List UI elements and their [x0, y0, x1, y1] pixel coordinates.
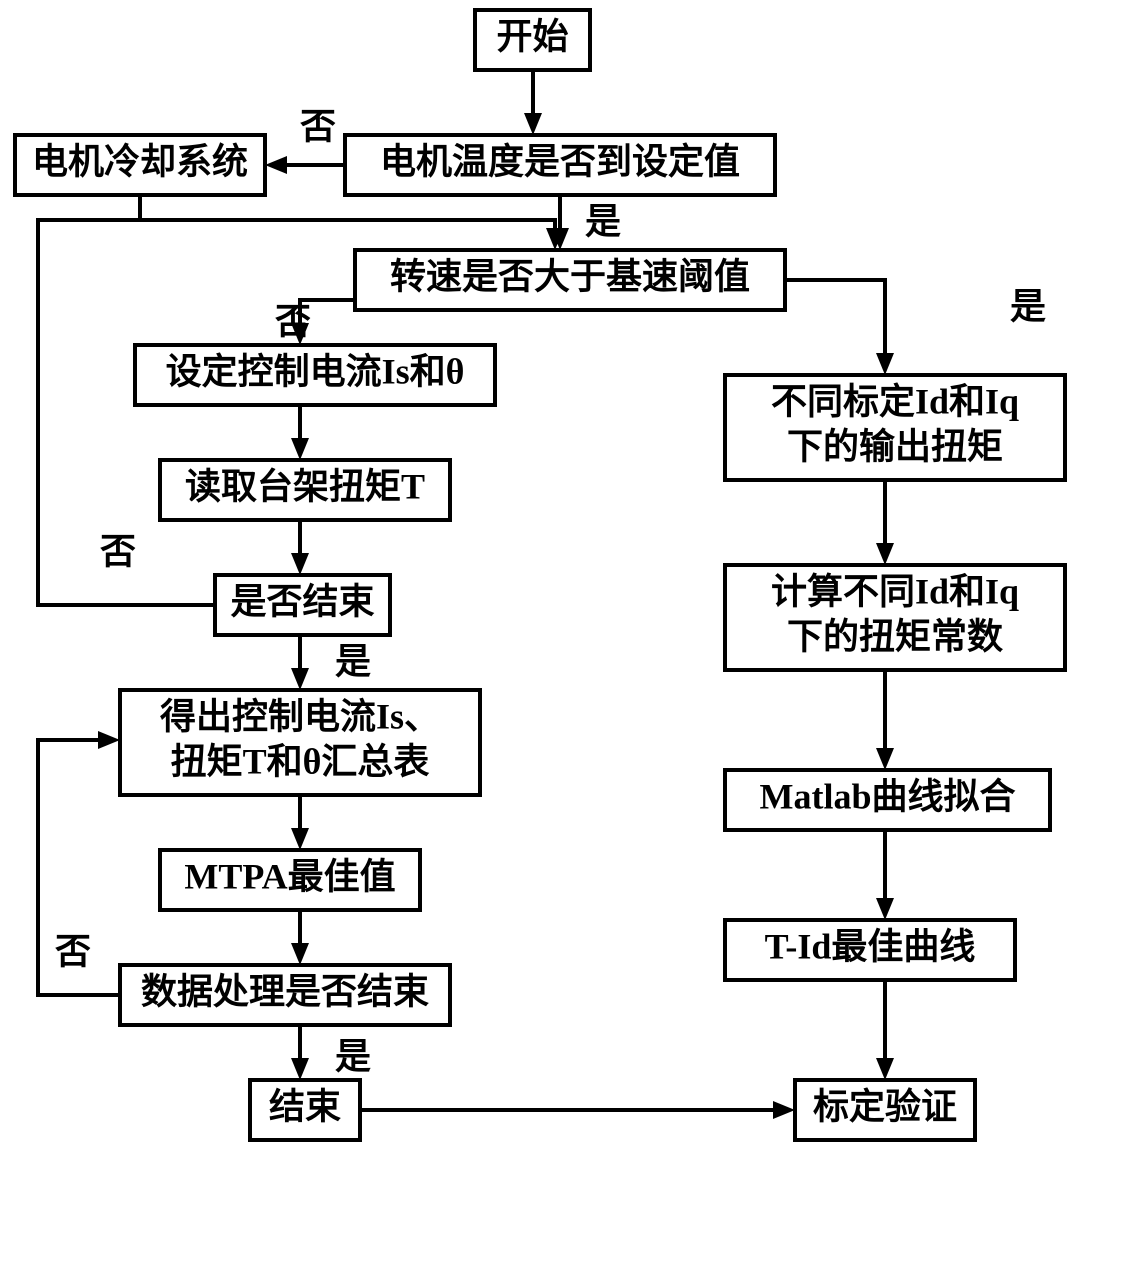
arrowhead	[876, 898, 894, 920]
node-start: 开始	[475, 10, 590, 70]
edge-label: 是	[335, 641, 371, 681]
node-label: 电机冷却系统	[32, 141, 248, 181]
node-torqueIdIq: 不同标定Id和Iq 下的输出扭矩	[725, 375, 1065, 480]
arrowhead	[876, 353, 894, 375]
edge-label: 是	[1010, 286, 1046, 326]
node-label: 计算不同Id和Iq	[771, 571, 1019, 611]
flow-edge	[785, 280, 885, 353]
node-readT: 读取台架扭矩T	[160, 460, 450, 520]
node-label: 结束	[269, 1086, 341, 1126]
arrowhead	[291, 1058, 309, 1080]
node-label: T-Id最佳曲线	[765, 926, 976, 966]
node-label: 是否结束	[230, 581, 374, 621]
node-verify: 标定验证	[795, 1080, 975, 1140]
node-matlab: Matlab曲线拟合	[725, 770, 1050, 830]
node-label: 电机温度是否到设定值	[380, 141, 740, 181]
node-label: 设定控制电流Is和θ	[166, 351, 465, 391]
edge-label: 是	[335, 1036, 371, 1076]
node-tIdCurve: T-Id最佳曲线	[725, 920, 1015, 980]
edge-label: 否	[100, 531, 136, 571]
arrowhead	[876, 748, 894, 770]
edge-label: 否	[55, 931, 91, 971]
node-procEnd: 数据处理是否结束	[120, 965, 450, 1025]
node-setIs: 设定控制电流Is和θ	[135, 345, 495, 405]
arrowhead	[876, 543, 894, 565]
nodes-layer: 开始电机冷却系统 电机温度是否到设定值转速是否大于基速阈值设定控制电流Is和θ 读取…	[15, 10, 1065, 1140]
node-temp: 电机温度是否到设定值	[345, 135, 775, 195]
arrowhead	[291, 553, 309, 575]
node-label: MTPA最佳值	[184, 856, 395, 896]
node-label: 下的扭矩常数	[787, 616, 1003, 656]
arrowhead	[291, 828, 309, 850]
node-label: 数据处理是否结束	[141, 971, 429, 1011]
node-end: 结束	[250, 1080, 360, 1140]
node-label: 读取台架扭矩T	[185, 466, 425, 506]
arrowhead	[773, 1101, 795, 1119]
arrowhead	[265, 156, 287, 174]
flowchart-stage: 否是否否是否是是开始电机冷却系统电机温度是否到设定值转速是否大于基速阈值设定控制…	[0, 0, 1135, 1263]
node-isEnd: 是否结束	[215, 575, 390, 635]
flow-edge	[140, 195, 555, 228]
node-label: 标定验证	[813, 1086, 957, 1126]
arrowhead	[291, 943, 309, 965]
arrowhead	[524, 113, 542, 135]
node-label: 得出控制电流Is、	[160, 696, 440, 736]
node-label: 不同标定Id和Iq	[771, 381, 1019, 421]
node-label: 开始	[496, 16, 568, 56]
arrowhead	[291, 668, 309, 690]
node-label: 转速是否大于基速阈值	[390, 256, 750, 296]
node-summary: 得出控制电流Is、扭矩T和θ汇总表	[120, 690, 480, 795]
arrowhead	[291, 438, 309, 460]
edge-label: 否	[275, 301, 311, 341]
node-calcConst: 计算不同Id和Iq 下的扭矩常数	[725, 565, 1065, 670]
node-speed: 转速是否大于基速阈值	[355, 250, 785, 310]
node-label: 扭矩T和θ汇总表	[171, 741, 430, 781]
edge-label: 否	[300, 106, 336, 146]
arrowhead	[98, 731, 120, 749]
arrowhead	[876, 1058, 894, 1080]
node-mtpa: MTPA最佳值	[160, 850, 420, 910]
edge-label: 是	[585, 201, 621, 241]
node-label: Matlab曲线拟合	[760, 776, 1016, 816]
node-label: 下的输出扭矩	[787, 426, 1003, 466]
node-cooling: 电机冷却系统	[15, 135, 265, 195]
